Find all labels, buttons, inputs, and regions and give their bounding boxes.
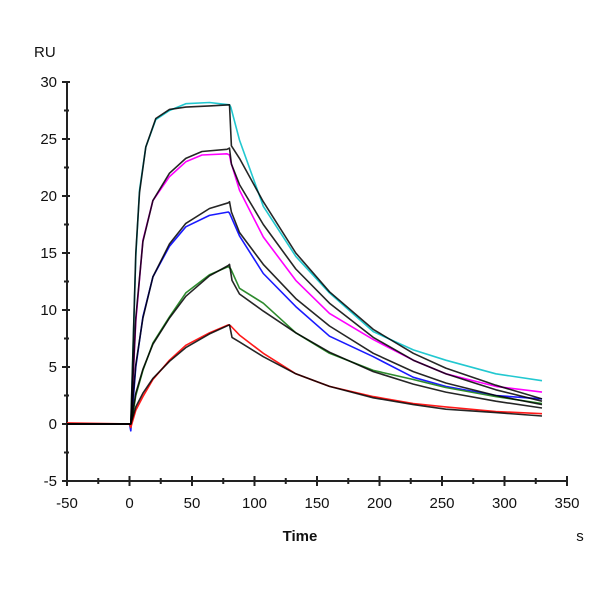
y-axis-label: RU [34, 44, 56, 61]
y-tick-label: 10 [40, 302, 57, 319]
x-axis-label: Time [283, 528, 318, 545]
x-tick-label: 150 [304, 495, 329, 512]
plot-area [66, 101, 543, 432]
x-tick-label: 50 [184, 495, 201, 512]
y-tick-label: 20 [40, 188, 57, 205]
x-tick-label: 100 [242, 495, 267, 512]
sensorgram-curve-4 [67, 211, 543, 432]
x-tick-label: 300 [492, 495, 517, 512]
fit-curve-1 [67, 104, 543, 425]
y-tick-label: 0 [49, 416, 57, 433]
y-tick-label: 5 [49, 359, 57, 376]
x-tick-label: 200 [367, 495, 392, 512]
x-tick-label: 0 [125, 495, 133, 512]
y-tick-label: 15 [40, 245, 57, 262]
x-tick-label: 250 [429, 495, 454, 512]
fit-curve-9 [67, 323, 543, 425]
y-tick-label: -5 [44, 473, 57, 490]
x-tick-label: 350 [554, 495, 579, 512]
x-tick-label: -50 [56, 495, 78, 512]
y-tick-label: 30 [40, 74, 57, 91]
fit-curve-7 [67, 263, 543, 425]
fit-curve-3 [67, 147, 543, 425]
fit-curve-5 [67, 200, 543, 425]
y-tick-label: 25 [40, 131, 57, 148]
x-axis-unit: s [576, 528, 584, 545]
